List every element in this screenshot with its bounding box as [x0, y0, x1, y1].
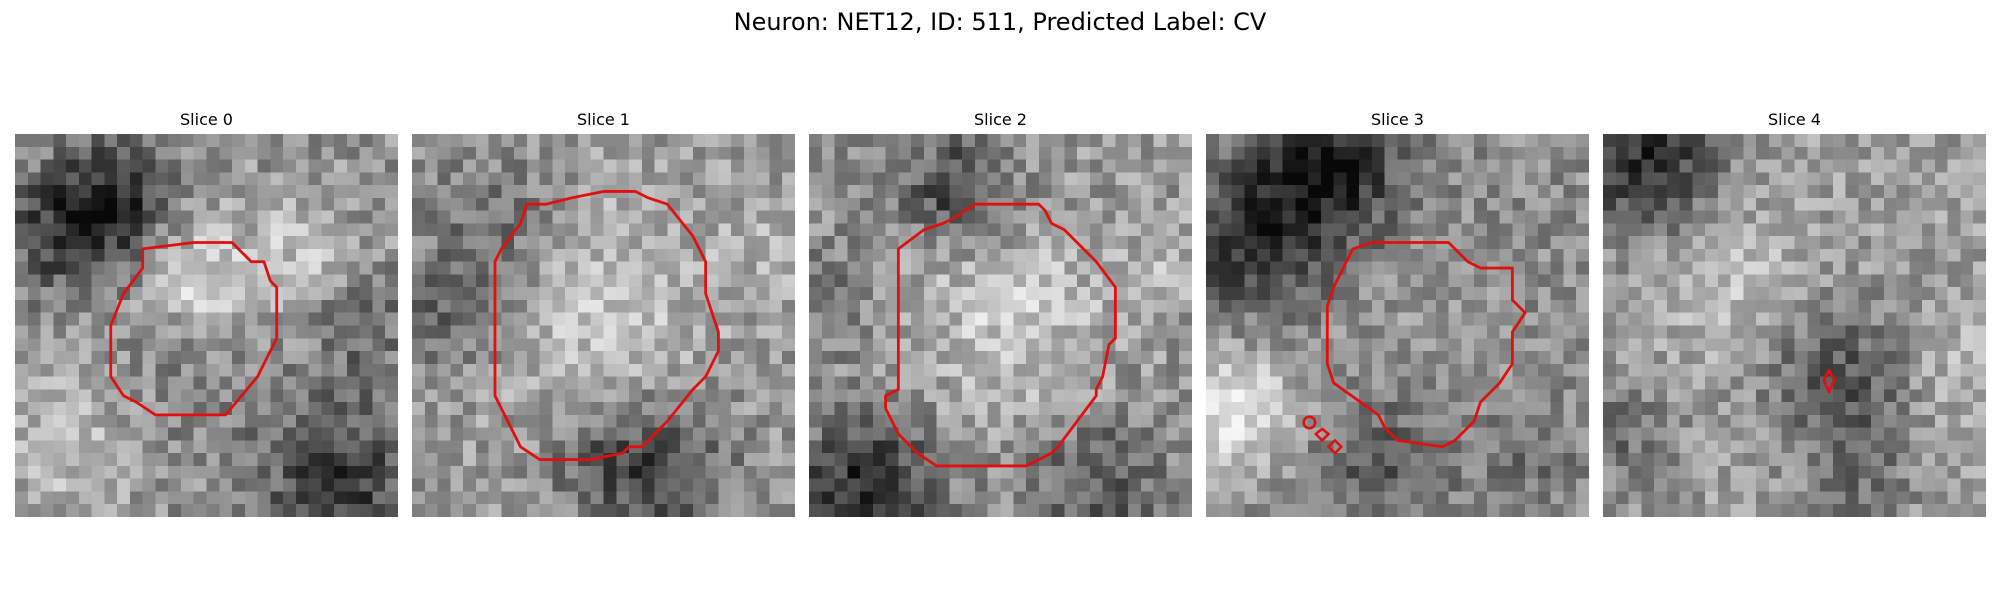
slice-image-2 — [809, 134, 1192, 517]
slice-panel-3: Slice 3 — [1206, 108, 1589, 517]
slice-title-3: Slice 3 — [1371, 110, 1424, 129]
slice-image-3 — [1206, 134, 1589, 517]
slice-title-1: Slice 1 — [577, 110, 630, 129]
slice-image-0 — [15, 134, 398, 517]
slice-panel-2: Slice 2 — [809, 108, 1192, 517]
slice-panel-0: Slice 0 — [15, 108, 398, 517]
segmentation-contour-small — [1313, 427, 1331, 443]
segmentation-contour — [884, 202, 1117, 468]
pixel-grid — [1206, 134, 1589, 517]
slice-image-1 — [412, 134, 795, 517]
segmentation-contour — [109, 241, 279, 417]
segmentation-contour — [1325, 241, 1527, 449]
segmentation-contour-small — [1326, 438, 1344, 455]
pixel-grid — [1603, 134, 1986, 517]
slice-title-4: Slice 4 — [1768, 110, 1821, 129]
pixel-grid — [412, 134, 795, 517]
slice-image-4 — [1603, 134, 1986, 517]
pixel-grid — [809, 134, 1192, 517]
segmentation-contour — [493, 190, 720, 461]
figure-title: Neuron: NET12, ID: 511, Predicted Label:… — [733, 8, 1267, 36]
slice-title-2: Slice 2 — [974, 110, 1027, 129]
segmentation-contour-small — [1302, 415, 1317, 430]
segmentation-contour — [1822, 368, 1836, 394]
slice-panel-1: Slice 1 — [412, 108, 795, 517]
pixel-grid — [15, 134, 398, 517]
slice-panel-4: Slice 4 — [1603, 108, 1986, 517]
slice-title-0: Slice 0 — [180, 110, 233, 129]
